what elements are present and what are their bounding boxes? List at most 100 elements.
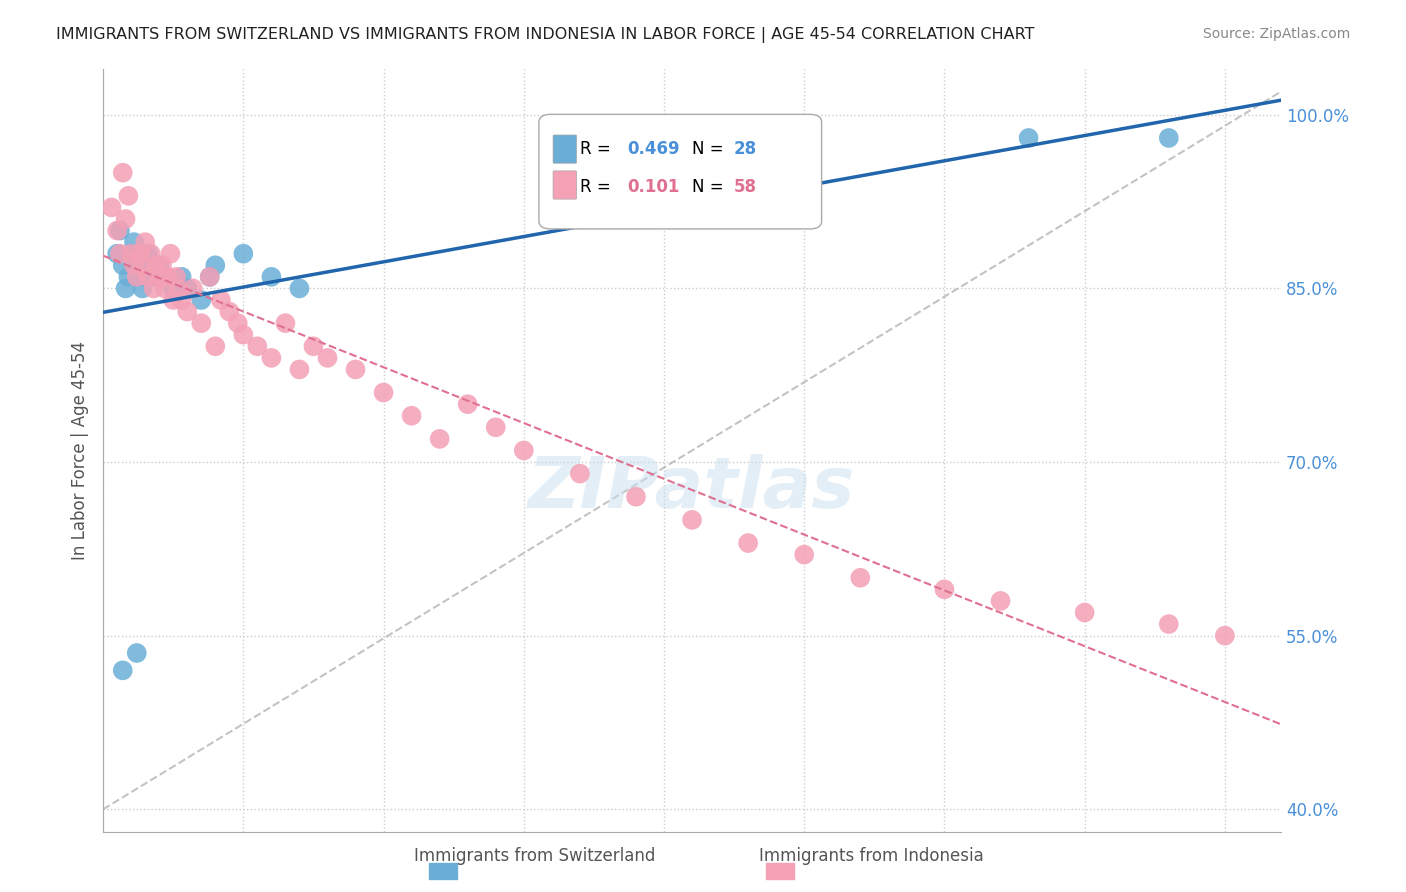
Immigrants from Indonesia — [401, 409, 423, 423]
Immigrants from Indonesia — [167, 281, 190, 295]
Immigrants from Indonesia — [457, 397, 479, 411]
Immigrants from Switzerland — [162, 281, 184, 295]
Immigrants from Indonesia — [218, 304, 240, 318]
Immigrants from Indonesia — [159, 246, 181, 260]
Immigrants from Switzerland — [288, 281, 311, 295]
Immigrants from Indonesia — [204, 339, 226, 353]
Immigrants from Indonesia — [134, 235, 156, 249]
Immigrants from Indonesia — [624, 490, 647, 504]
Immigrants from Indonesia — [105, 223, 128, 237]
Immigrants from Indonesia — [316, 351, 339, 365]
Immigrants from Switzerland — [134, 258, 156, 272]
Immigrants from Indonesia — [934, 582, 956, 597]
Immigrants from Switzerland — [114, 281, 136, 295]
Immigrants from Indonesia — [485, 420, 508, 434]
Immigrants from Indonesia — [1213, 629, 1236, 643]
Immigrants from Switzerland — [1018, 131, 1040, 145]
Immigrants from Indonesia — [232, 327, 254, 342]
Immigrants from Indonesia — [145, 258, 167, 272]
Immigrants from Indonesia — [153, 281, 176, 295]
Immigrants from Indonesia — [150, 258, 173, 272]
Immigrants from Indonesia — [111, 166, 134, 180]
Immigrants from Switzerland — [153, 269, 176, 284]
Immigrants from Switzerland — [142, 269, 165, 284]
Immigrants from Indonesia — [190, 316, 212, 330]
Immigrants from Indonesia — [165, 269, 187, 284]
Immigrants from Indonesia — [131, 258, 153, 272]
Text: N =: N = — [692, 178, 728, 196]
FancyBboxPatch shape — [553, 171, 576, 199]
Immigrants from Indonesia — [288, 362, 311, 376]
Immigrants from Indonesia — [125, 269, 148, 284]
Immigrants from Indonesia — [117, 189, 139, 203]
Immigrants from Indonesia — [108, 246, 131, 260]
Text: Source: ZipAtlas.com: Source: ZipAtlas.com — [1202, 27, 1350, 41]
Immigrants from Indonesia — [373, 385, 395, 400]
Immigrants from Indonesia — [120, 246, 142, 260]
Immigrants from Indonesia — [209, 293, 232, 307]
Immigrants from Switzerland — [128, 269, 150, 284]
Immigrants from Indonesia — [849, 571, 872, 585]
Immigrants from Indonesia — [260, 351, 283, 365]
Immigrants from Indonesia — [136, 269, 159, 284]
Immigrants from Indonesia — [1157, 617, 1180, 632]
Immigrants from Indonesia — [148, 269, 170, 284]
Immigrants from Switzerland — [136, 246, 159, 260]
Immigrants from Indonesia — [170, 293, 193, 307]
Text: Immigrants from Indonesia: Immigrants from Indonesia — [759, 847, 984, 865]
Immigrants from Indonesia — [139, 246, 162, 260]
Immigrants from Switzerland — [125, 646, 148, 660]
Immigrants from Switzerland — [260, 269, 283, 284]
Immigrants from Switzerland — [1157, 131, 1180, 145]
Text: Immigrants from Switzerland: Immigrants from Switzerland — [413, 847, 655, 865]
Immigrants from Indonesia — [737, 536, 759, 550]
Text: ZIPatlas: ZIPatlas — [529, 454, 856, 523]
Immigrants from Switzerland — [111, 664, 134, 678]
Immigrants from Indonesia — [198, 269, 221, 284]
FancyBboxPatch shape — [553, 135, 576, 163]
Immigrants from Indonesia — [1073, 606, 1095, 620]
Immigrants from Indonesia — [176, 304, 198, 318]
Immigrants from Switzerland — [105, 246, 128, 260]
Immigrants from Indonesia — [128, 246, 150, 260]
Immigrants from Indonesia — [274, 316, 297, 330]
Immigrants from Indonesia — [568, 467, 591, 481]
Immigrants from Switzerland — [111, 258, 134, 272]
Immigrants from Switzerland — [190, 293, 212, 307]
Immigrants from Indonesia — [100, 201, 122, 215]
Immigrants from Switzerland — [198, 269, 221, 284]
Immigrants from Indonesia — [793, 548, 815, 562]
Immigrants from Switzerland — [176, 281, 198, 295]
Y-axis label: In Labor Force | Age 45-54: In Labor Force | Age 45-54 — [72, 341, 89, 560]
Immigrants from Indonesia — [302, 339, 325, 353]
Text: 0.469: 0.469 — [627, 140, 681, 158]
Immigrants from Switzerland — [232, 246, 254, 260]
Immigrants from Indonesia — [246, 339, 269, 353]
Immigrants from Indonesia — [162, 293, 184, 307]
Text: 28: 28 — [734, 140, 756, 158]
FancyBboxPatch shape — [538, 114, 821, 229]
Immigrants from Switzerland — [204, 258, 226, 272]
Immigrants from Switzerland — [170, 269, 193, 284]
Immigrants from Indonesia — [681, 513, 703, 527]
Immigrants from Switzerland — [117, 269, 139, 284]
Text: N =: N = — [692, 140, 728, 158]
Immigrants from Indonesia — [122, 258, 145, 272]
Text: R =: R = — [581, 178, 616, 196]
Immigrants from Switzerland — [120, 246, 142, 260]
Immigrants from Indonesia — [344, 362, 367, 376]
Immigrants from Switzerland — [125, 258, 148, 272]
Immigrants from Indonesia — [513, 443, 536, 458]
Text: 58: 58 — [734, 178, 756, 196]
Immigrants from Switzerland — [108, 223, 131, 237]
Immigrants from Indonesia — [226, 316, 249, 330]
Text: 0.101: 0.101 — [627, 178, 679, 196]
Immigrants from Switzerland — [148, 258, 170, 272]
Immigrants from Indonesia — [429, 432, 451, 446]
Immigrants from Indonesia — [181, 281, 204, 295]
Immigrants from Switzerland — [122, 235, 145, 249]
Immigrants from Switzerland — [131, 281, 153, 295]
Immigrants from Indonesia — [114, 211, 136, 226]
Immigrants from Indonesia — [990, 594, 1012, 608]
Immigrants from Indonesia — [142, 281, 165, 295]
